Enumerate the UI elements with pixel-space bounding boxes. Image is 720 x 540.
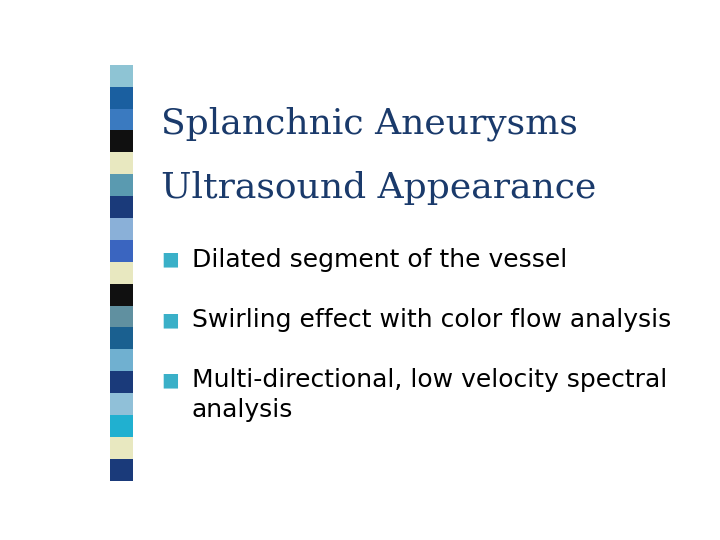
Text: Swirling effect with color flow analysis: Swirling effect with color flow analysis — [192, 308, 671, 332]
Bar — [109, 87, 133, 109]
Text: Dilated segment of the vessel: Dilated segment of the vessel — [192, 248, 567, 272]
Bar — [109, 196, 133, 218]
Text: ■: ■ — [161, 370, 179, 389]
Bar — [109, 152, 133, 174]
Bar — [109, 437, 133, 458]
Bar — [109, 306, 133, 327]
Bar — [109, 458, 133, 481]
Text: Splanchnic Aneurysms: Splanchnic Aneurysms — [161, 106, 577, 141]
Bar — [109, 349, 133, 371]
Text: ■: ■ — [161, 310, 179, 329]
Bar — [109, 393, 133, 415]
Bar — [109, 65, 133, 87]
Text: Ultrasound Appearance: Ultrasound Appearance — [161, 171, 596, 205]
Text: Multi-directional, low velocity spectral
analysis: Multi-directional, low velocity spectral… — [192, 368, 667, 422]
Bar — [109, 174, 133, 196]
Bar — [109, 262, 133, 284]
Bar — [109, 218, 133, 240]
Bar — [109, 240, 133, 262]
Bar — [109, 284, 133, 306]
Bar — [109, 109, 133, 131]
Bar — [109, 327, 133, 349]
Text: ■: ■ — [161, 250, 179, 269]
Bar — [109, 415, 133, 437]
Bar — [109, 371, 133, 393]
Bar — [109, 131, 133, 152]
